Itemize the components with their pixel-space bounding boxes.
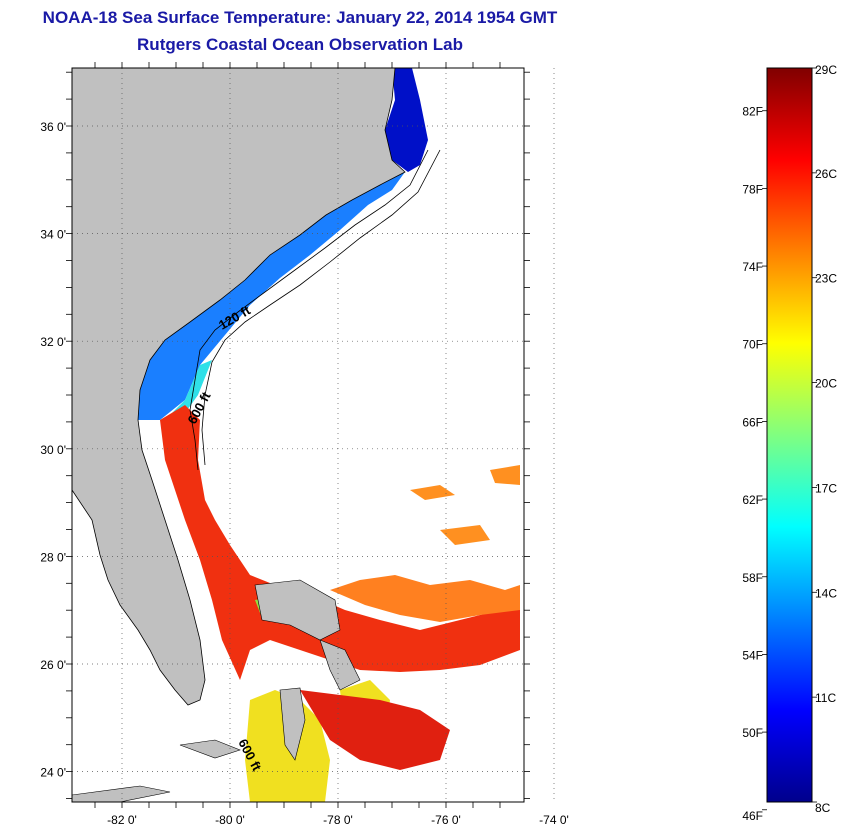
colorbar-c-label: 26C	[815, 167, 837, 181]
lat-label: 32 0'	[40, 335, 66, 349]
lon-label: -76 0'	[431, 813, 461, 827]
lat-label: 34 0'	[40, 228, 66, 242]
isobath-600ft	[201, 149, 441, 466]
colorbar-f-label: 62F	[742, 493, 763, 507]
land-bank-outline	[254, 579, 341, 641]
isobath-120ft	[189, 149, 429, 471]
lon-label: -78 0'	[323, 813, 353, 827]
sst-swath-warm-gulfstream	[160, 405, 520, 680]
lon-label: -82 0'	[107, 813, 137, 827]
sst-swath-orange-scatter	[330, 575, 520, 622]
colorbar-ticks: 29C 26C 23C 20C 17C 14C 11C 8C 82F 78F 74F 70F 66F 62…	[742, 63, 837, 823]
colorbar-c-label: 8C	[815, 801, 831, 815]
sst-swath-orange-north	[410, 465, 520, 545]
graticule: 36 0' 34 0' 32 0' 30 0' 28 0' 26 0' 24 0' -82 0…	[40, 62, 569, 827]
sst-swath-blue-coast	[138, 172, 405, 420]
colorbar-f-label: 46F	[742, 809, 763, 823]
sst-swath-cyan-band	[165, 360, 212, 420]
lat-label: 36 0'	[40, 120, 66, 134]
colorbar	[766, 67, 813, 803]
colorbar-f-label: 70F	[742, 338, 763, 352]
sst-swath-cold-north	[385, 68, 428, 172]
lon-label: -74 0'	[539, 813, 569, 827]
colorbar-c-label: 20C	[815, 377, 837, 391]
map-subtitle: Rutgers Coastal Ocean Observation Lab	[137, 35, 463, 54]
lat-label: 24 0'	[40, 766, 66, 780]
colorbar-c-label: 14C	[815, 586, 837, 600]
lat-label: 30 0'	[40, 443, 66, 457]
land-island-small	[279, 687, 306, 761]
lat-label: 28 0'	[40, 550, 66, 564]
sst-swath-south-red	[300, 690, 450, 770]
colorbar-f-label: 50F	[742, 726, 763, 740]
colorbar-c-label: 17C	[815, 481, 837, 495]
colorbar-f-label: 66F	[742, 415, 763, 429]
lon-label: -80 0'	[215, 813, 245, 827]
colorbar-c-label: 11C	[815, 691, 836, 705]
colorbar-f-label: 82F	[742, 105, 763, 119]
colorbar-f-label: 58F	[742, 571, 763, 585]
colorbar-f-label: 78F	[742, 182, 763, 196]
map-title: NOAA-18 Sea Surface Temperature: January…	[42, 8, 558, 27]
land-mainland	[72, 68, 406, 706]
colorbar-f-label: 54F	[742, 648, 763, 662]
land-island-south	[72, 639, 361, 802]
colorbar-c-label: 23C	[815, 272, 837, 286]
lat-label: 26 0'	[40, 658, 66, 672]
colorbar-f-label: 74F	[742, 260, 763, 274]
colorbar-c-label: 29C	[815, 63, 837, 77]
map-frame	[71, 67, 525, 803]
